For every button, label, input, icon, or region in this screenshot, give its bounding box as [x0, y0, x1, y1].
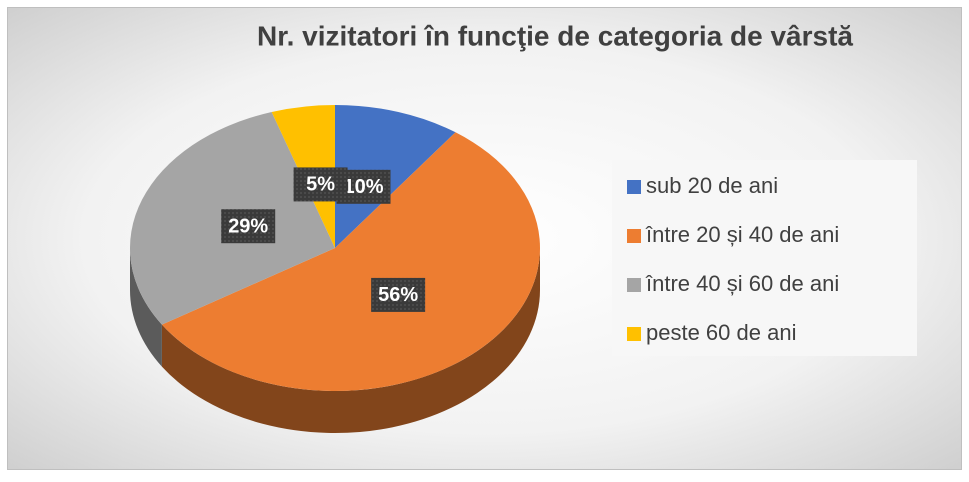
data-label: 29% [228, 215, 268, 237]
legend-swatch [627, 278, 641, 292]
legend-label: între 20 și 40 de ani [645, 222, 839, 247]
data-label: 56% [378, 284, 418, 306]
data-label-box [371, 277, 426, 312]
data-label-box [293, 167, 348, 202]
chart-title: Nr. vizitatori în funcţie de categoria d… [257, 20, 853, 51]
pie-side [130, 248, 162, 367]
pie-side [161, 248, 540, 433]
legend-label: sub 20 de ani [646, 173, 778, 198]
legend-swatch [627, 327, 641, 341]
legend-swatch [627, 180, 641, 194]
pie-slice [161, 132, 541, 392]
pie-slice [335, 105, 456, 248]
legend-label: peste 60 de ani [646, 320, 796, 345]
data-label-box [221, 209, 276, 244]
legend-swatch [627, 229, 641, 243]
data-label: 10% [343, 176, 383, 198]
legend-box [612, 160, 917, 356]
data-label: 5% [306, 174, 335, 196]
legend-label: între 40 și 60 de ani [645, 271, 839, 296]
